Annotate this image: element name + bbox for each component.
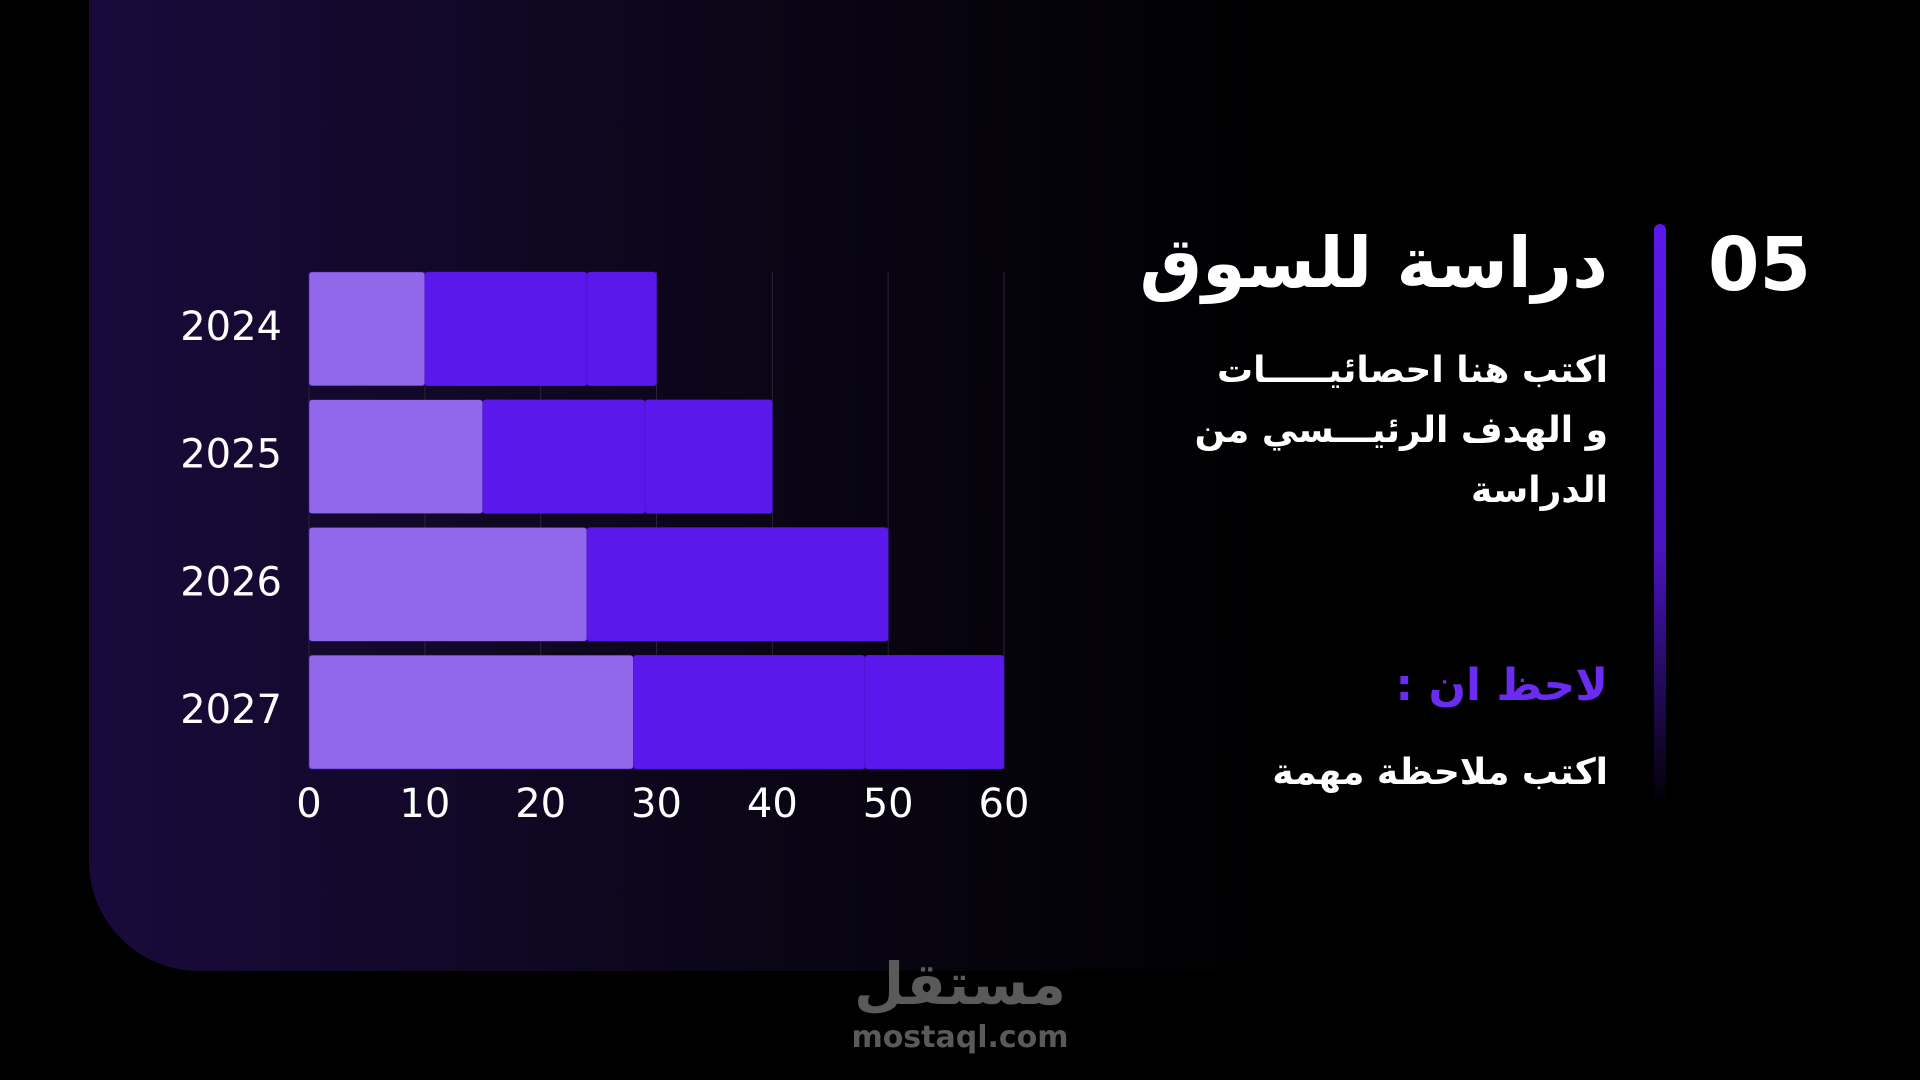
accent-bar <box>1654 224 1666 808</box>
y-tick-label: 2027 <box>180 687 282 733</box>
bar-segment <box>424 271 588 387</box>
bar-segment <box>308 271 426 387</box>
bar-segment <box>308 399 484 514</box>
bar-segment <box>586 271 657 387</box>
bar-segment <box>633 654 866 770</box>
body-line: و الهدف الرئيـــسي من <box>1194 410 1608 451</box>
x-tick-label: 20 <box>515 781 566 827</box>
x-tick-label: 0 <box>296 781 321 827</box>
bar-segment <box>308 527 588 642</box>
body-line: الدراسة <box>1471 470 1608 511</box>
y-tick-label: 2025 <box>180 432 282 478</box>
bar-segment <box>644 399 773 514</box>
slide-number: 05 <box>1708 222 1811 308</box>
watermark-url: mostaql.com <box>851 1020 1069 1055</box>
y-tick-label: 2026 <box>180 559 282 605</box>
x-tick-label: 60 <box>979 781 1030 827</box>
y-tick-label: 2024 <box>180 304 282 350</box>
bar-segment <box>586 527 889 642</box>
bar-segment <box>864 654 1005 770</box>
x-tick-label: 50 <box>863 781 914 827</box>
watermark-logo: مستقل <box>853 950 1067 1018</box>
note: اكتب ملاحظة مهمة <box>1272 752 1608 793</box>
note-heading: لاحظ ان : <box>1395 660 1608 711</box>
body-line: اكتب هنا احصائيـــــات <box>1216 350 1608 391</box>
bar-segment <box>308 654 634 770</box>
bar-segment <box>482 399 646 514</box>
slide-title: دراسة للسوق <box>1139 222 1608 304</box>
x-tick-label: 10 <box>399 781 450 827</box>
x-tick-label: 30 <box>631 781 682 827</box>
x-tick-label: 40 <box>747 781 798 827</box>
